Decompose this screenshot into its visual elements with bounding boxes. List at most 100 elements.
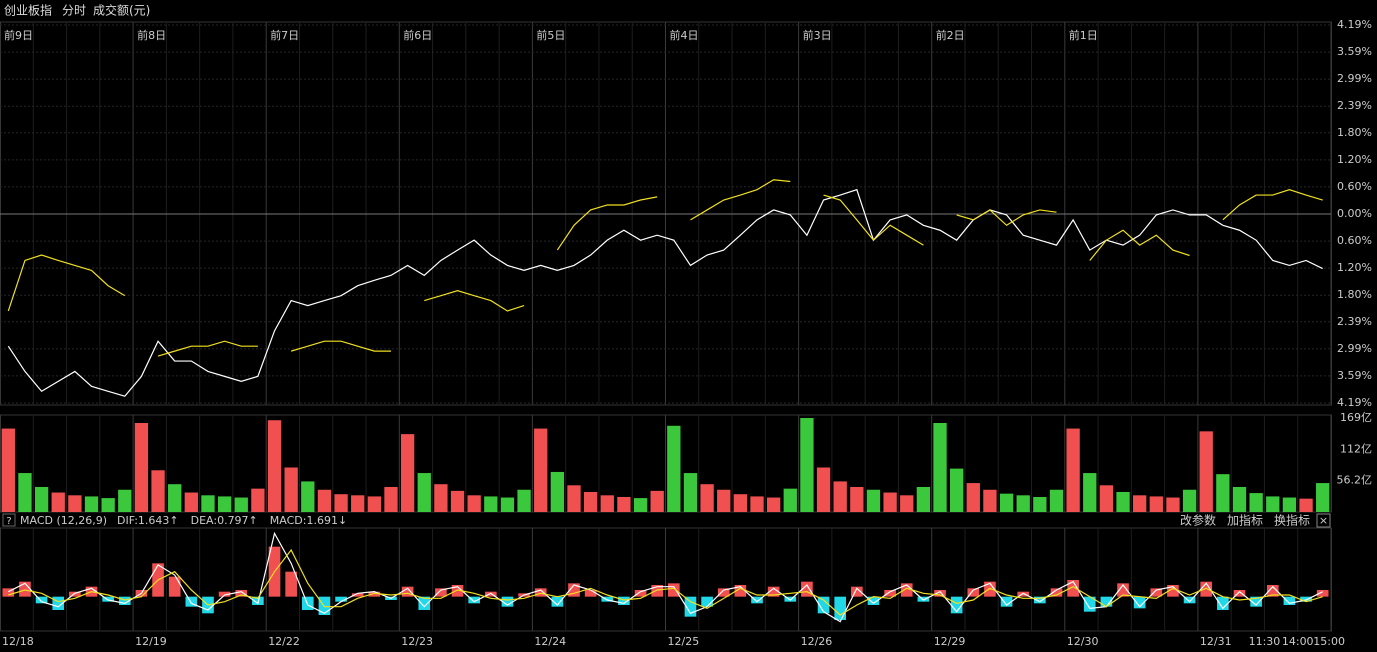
volume-bar — [351, 495, 365, 512]
macd-bar — [867, 596, 880, 605]
price-line — [823, 194, 924, 246]
volume-bar — [534, 428, 548, 512]
y-tick-label: 4.19% — [1337, 18, 1372, 31]
volume-bar — [201, 495, 215, 512]
close-button[interactable] — [1316, 513, 1331, 528]
macd-bar — [19, 581, 31, 597]
volume-tick-label: 112亿 — [1340, 443, 1372, 456]
macd-bar — [667, 583, 680, 597]
volume-bar — [1049, 489, 1064, 512]
toolbar-button[interactable]: 加指标 — [1227, 513, 1263, 528]
volume-bar — [1249, 493, 1263, 512]
volume-bar — [816, 467, 831, 512]
macd-bar — [1217, 596, 1229, 610]
macd-bar — [634, 590, 647, 597]
volume-bar — [900, 495, 914, 512]
volume-bar — [783, 488, 797, 512]
macd-bar — [435, 588, 447, 597]
volume-bar — [717, 489, 731, 512]
day-label: 前7日 — [270, 28, 299, 42]
toolbar-button[interactable]: 改参数 — [1180, 513, 1216, 528]
y-tick-label: 2.99% — [1337, 342, 1372, 355]
macd-bar — [701, 596, 713, 607]
volume-bar — [417, 473, 431, 512]
volume-bar — [916, 486, 931, 512]
volume-bar — [1016, 495, 1030, 512]
day-label: 前4日 — [670, 28, 699, 42]
macd-bar — [734, 585, 747, 597]
volume-bar — [650, 490, 664, 512]
macd-bar — [1167, 585, 1179, 597]
volume-bar — [1299, 498, 1313, 512]
x-tick-label: 12/19 — [135, 635, 167, 648]
volume-bar — [334, 494, 348, 512]
macd-bar — [801, 581, 813, 597]
macd-bar — [967, 588, 980, 597]
volume-bar — [101, 498, 115, 512]
price-line — [556, 196, 658, 251]
volume-bar — [617, 496, 631, 512]
volume-bar — [866, 489, 881, 512]
volume-bar — [1066, 428, 1080, 512]
price-line — [1222, 189, 1323, 221]
volume-bar — [850, 486, 864, 512]
legend-entry: DEA:0.797↑ — [191, 514, 258, 527]
volume-bar — [1149, 496, 1163, 512]
volume-bar — [251, 488, 265, 512]
macd-bar — [1117, 583, 1129, 597]
y-tick-label: 3.59% — [1337, 369, 1372, 382]
macd-bar — [618, 596, 630, 605]
volume-bar — [484, 496, 498, 512]
volume-bar — [550, 471, 565, 512]
macd-bar — [1083, 596, 1096, 612]
x-tick-label: 12/23 — [401, 635, 433, 648]
help-icon-label: ? — [6, 516, 11, 527]
y-tick-label: 3.59% — [1337, 45, 1372, 58]
volume-bar — [800, 418, 814, 512]
macd-bar — [834, 596, 847, 620]
volume-bar — [633, 498, 648, 512]
volume-bar — [1099, 485, 1114, 512]
macd-bar — [984, 581, 996, 597]
x-tick-label: 12/22 — [268, 635, 300, 648]
macd-bar — [1266, 585, 1279, 597]
day-label: 前9日 — [4, 28, 33, 42]
macd-line — [8, 531, 1323, 623]
x-tick-label: 12/18 — [2, 635, 34, 648]
macd-bar — [235, 590, 248, 597]
legend-entry: DIF:1.643↑ — [117, 514, 179, 527]
macd-bar — [751, 596, 763, 604]
x-tick-label: 12/30 — [1067, 635, 1099, 648]
macd-bar — [568, 583, 580, 597]
macd-bar — [551, 596, 564, 607]
y-tick-label: 1.20% — [1337, 153, 1372, 166]
volume-bar — [700, 484, 714, 512]
volume-bar — [284, 467, 298, 512]
volume-bar — [1232, 486, 1247, 512]
volume-bar — [450, 490, 465, 512]
macd-bar — [784, 596, 797, 602]
macd-bar — [501, 596, 514, 607]
volume-bar — [134, 423, 149, 512]
help-icon[interactable] — [2, 513, 16, 527]
macd-bar — [368, 591, 381, 597]
macd-bar — [534, 588, 547, 597]
macd-bar — [601, 596, 614, 602]
macd-bar — [1300, 596, 1312, 602]
volume-bar — [766, 497, 781, 512]
volume-bar — [1033, 496, 1047, 512]
volume-bar — [1116, 491, 1130, 512]
macd-bar — [817, 596, 830, 614]
y-tick-label: 2.39% — [1337, 99, 1372, 112]
day-label: 前8日 — [137, 28, 166, 42]
volume-bar — [567, 485, 581, 512]
macd-bar — [301, 596, 314, 610]
day-label: 前1日 — [1069, 28, 1098, 42]
macd-bar — [335, 596, 347, 602]
y-tick-label: 0.60% — [1337, 234, 1372, 247]
macd-bar — [451, 585, 464, 597]
macd-bar — [69, 591, 81, 597]
volume-bar — [301, 481, 315, 512]
toolbar-button[interactable]: 换指标 — [1274, 513, 1310, 528]
macd-bar — [1150, 588, 1163, 597]
